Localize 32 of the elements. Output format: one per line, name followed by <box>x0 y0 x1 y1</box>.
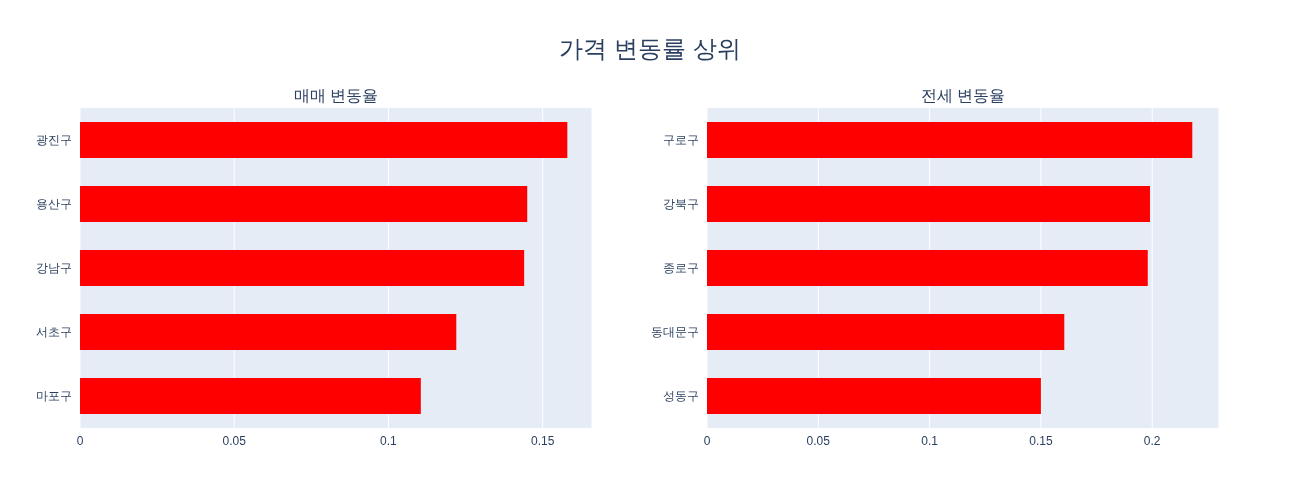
x-tick-label: 0.15 <box>530 433 555 448</box>
y-tick-label: 성동구 <box>663 389 699 404</box>
y-tick-label: 강남구 <box>36 261 72 276</box>
x-tick-label: 0 <box>76 433 84 448</box>
bar <box>80 314 457 351</box>
x-tick-label: 0.05 <box>222 433 247 448</box>
x-tick-label: 0.1 <box>921 433 939 448</box>
x-tick-label: 0 <box>703 433 711 448</box>
text: 가격 변동률 상위 <box>558 34 742 64</box>
y-tick-label: 마포구 <box>36 389 72 404</box>
chart-title: 매매 변동율 <box>292 86 380 106</box>
bar <box>707 378 1041 415</box>
x-tick-label: 0.15 <box>1029 433 1053 448</box>
bar <box>80 250 525 287</box>
bar <box>707 314 1065 351</box>
y-tick-label: 용산구 <box>36 197 72 212</box>
x-tick-label: 0.2 <box>1143 433 1161 448</box>
chart-title: 전세 변동율 <box>919 86 1007 106</box>
x-tick-label: 0.1 <box>380 433 398 448</box>
bar <box>80 122 568 159</box>
y-tick-label: 서초구 <box>36 325 72 340</box>
y-tick-label: 종로구 <box>663 261 699 276</box>
bar <box>80 186 528 223</box>
y-tick-label: 광진구 <box>36 133 72 148</box>
bar <box>707 250 1148 287</box>
x-tick-label: 0.05 <box>806 433 831 448</box>
bar <box>80 378 421 415</box>
y-tick-label: 강북구 <box>663 197 699 212</box>
bar <box>707 122 1193 159</box>
y-tick-label: 동대문구 <box>651 325 699 340</box>
y-tick-label: 구로구 <box>663 133 699 148</box>
bar <box>707 186 1150 223</box>
